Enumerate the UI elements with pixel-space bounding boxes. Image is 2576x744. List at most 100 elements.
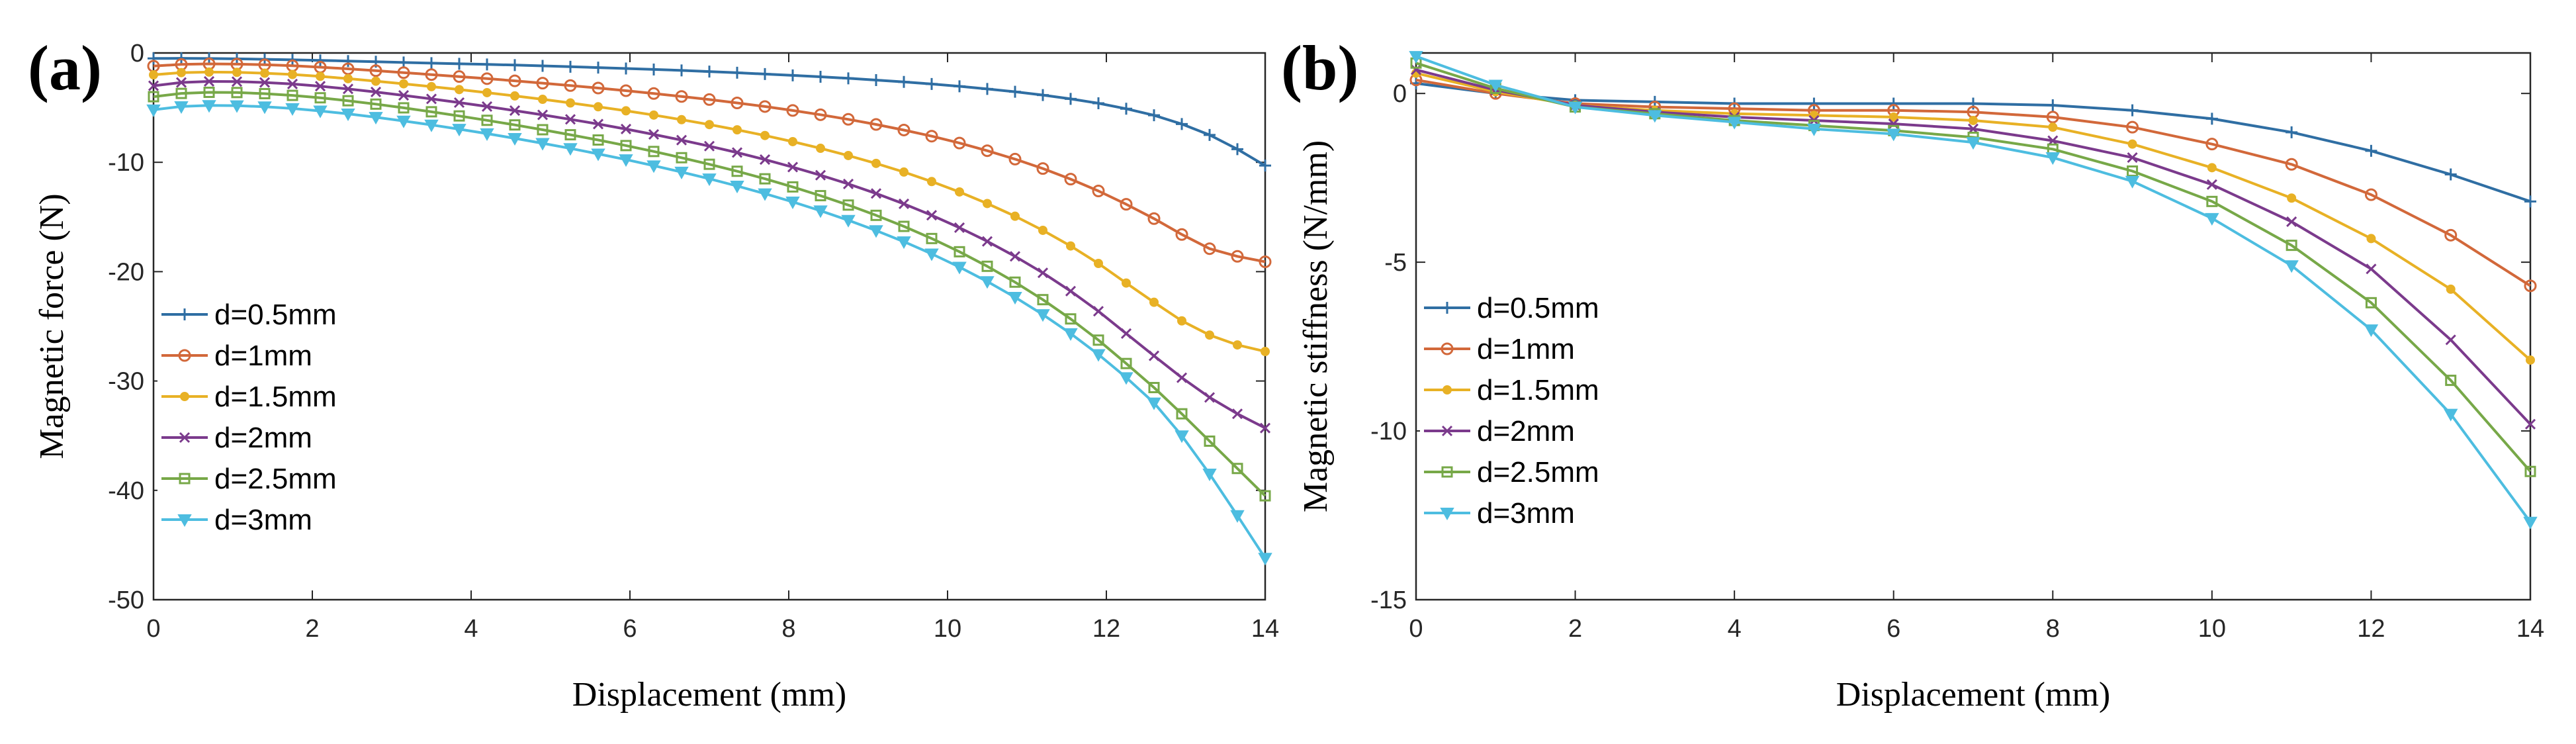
- data-point: [535, 138, 550, 151]
- data-point: [425, 93, 437, 105]
- data-point: [1010, 211, 1020, 221]
- data-point: [1204, 435, 1216, 447]
- data-point: [369, 112, 383, 125]
- data-point: [453, 70, 466, 83]
- y-axis-label: Magnetic force (N): [33, 193, 71, 459]
- data-point: [731, 147, 743, 158]
- data-point: [259, 87, 271, 99]
- data-point: [955, 187, 964, 197]
- data-point: [285, 103, 300, 116]
- data-point: [509, 105, 521, 116]
- x-tick-label: 6: [623, 615, 637, 643]
- data-point: [371, 76, 380, 86]
- y-tick-label: -20: [108, 258, 144, 286]
- data-point: [1648, 110, 1662, 123]
- data-point: [2047, 99, 2059, 112]
- legend-entry: d=1.5mm: [1477, 374, 1599, 406]
- x-tick-label: 2: [305, 615, 319, 643]
- data-point: [1887, 128, 1901, 142]
- data-point: [619, 154, 633, 167]
- data-point: [842, 178, 854, 189]
- data-point: [2286, 126, 2298, 138]
- data-point: [1887, 97, 1900, 110]
- data-point: [870, 188, 882, 199]
- data-point: [816, 144, 825, 154]
- data-point: [926, 232, 938, 244]
- x-tick-label: 10: [934, 615, 961, 643]
- data-point: [1204, 128, 1216, 141]
- data-point: [815, 169, 826, 181]
- data-point: [1120, 198, 1133, 211]
- data-point: [177, 68, 186, 77]
- x-axis-label: Displacement (mm): [1836, 676, 2110, 714]
- data-point: [788, 136, 797, 146]
- data-point: [259, 77, 271, 88]
- data-point: [508, 133, 522, 146]
- x-tick-label: 0: [146, 615, 160, 643]
- data-point: [2287, 193, 2297, 203]
- data-point: [676, 64, 688, 77]
- data-point: [1066, 241, 1075, 251]
- data-point: [2205, 212, 2219, 226]
- data-point: [1147, 212, 1161, 225]
- data-point: [646, 160, 661, 173]
- data-point: [760, 130, 770, 140]
- x-tick-label: 6: [1887, 615, 1900, 643]
- data-point: [1122, 278, 1131, 288]
- data-point: [537, 60, 549, 72]
- series-line: [153, 91, 1266, 497]
- data-point: [842, 113, 855, 126]
- series-d=0.5mm: [1410, 77, 2536, 208]
- data-point: [453, 58, 465, 70]
- data-point: [842, 72, 854, 85]
- series-d=3mm: [1409, 51, 2538, 530]
- data-point: [174, 101, 189, 114]
- data-point: [1038, 225, 1047, 235]
- data-point: [1120, 103, 1132, 115]
- data-point: [2523, 516, 2538, 530]
- data-point: [2444, 408, 2458, 422]
- data-point: [1175, 430, 1189, 443]
- legend-marker: [1441, 425, 1453, 437]
- legend-entry: d=2.5mm: [1477, 456, 1599, 488]
- data-point: [342, 95, 354, 107]
- data-point: [1064, 173, 1077, 186]
- data-point: [1148, 382, 1160, 394]
- data-point: [785, 197, 800, 210]
- data-point: [1231, 463, 1243, 475]
- data-point: [647, 87, 660, 100]
- data-point: [453, 110, 465, 122]
- data-point: [2445, 334, 2456, 346]
- x-tick-label: 2: [1568, 615, 1582, 643]
- data-point: [288, 70, 297, 79]
- legend-entry: d=1mm: [1477, 333, 1575, 365]
- data-point: [260, 68, 269, 78]
- x-tick-label: 8: [781, 615, 795, 643]
- data-point: [676, 152, 688, 163]
- data-point: [674, 166, 689, 179]
- data-point: [1148, 350, 1160, 361]
- data-point: [621, 106, 631, 116]
- data-point: [287, 78, 298, 89]
- data-point: [844, 150, 853, 160]
- data-point: [537, 124, 549, 136]
- legend-entry: d=0.5mm: [1477, 292, 1599, 324]
- series-d=2mm: [148, 75, 1271, 434]
- x-tick-label: 14: [1251, 615, 1279, 643]
- data-point: [1119, 372, 1133, 385]
- y-tick-label: 0: [1393, 80, 1407, 108]
- data-point: [758, 188, 772, 201]
- data-point: [1065, 93, 1077, 105]
- data-point: [2205, 138, 2219, 151]
- data-point: [2046, 111, 2059, 124]
- legend-marker: [178, 349, 191, 362]
- legend-entry: d=0.5mm: [214, 299, 337, 331]
- data-point: [313, 105, 328, 118]
- x-tick-label: 14: [2516, 615, 2544, 643]
- data-point: [648, 146, 660, 158]
- x-tick-label: 0: [1409, 615, 1423, 643]
- y-tick-label: -15: [1370, 586, 1407, 614]
- data-point: [1888, 112, 1898, 122]
- legend-marker: [1441, 342, 1454, 355]
- y-axis-label: Magnetic stiffness (N/mm): [1297, 140, 1335, 512]
